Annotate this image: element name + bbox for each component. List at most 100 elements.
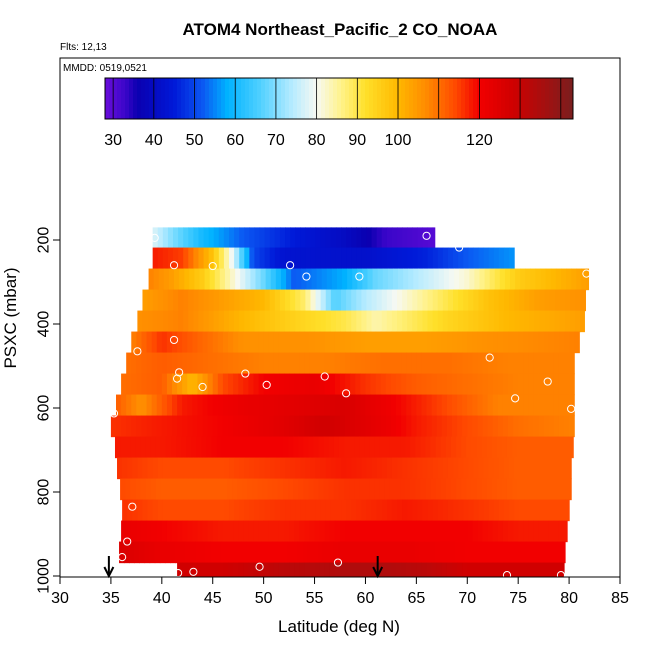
heat-cell [406,394,412,417]
heat-cell [381,247,388,270]
heat-cell [223,227,230,249]
heat-cell [580,310,585,333]
heat-cell [404,541,410,564]
sample-point [189,567,198,576]
heat-cell [467,352,473,375]
heat-cell [294,415,300,438]
heat-cell [421,352,428,375]
heat-cell [441,562,448,577]
heat-cell [381,289,388,312]
heat-cell [548,415,555,438]
heat-cell [205,541,212,564]
colorbar-segment [225,78,230,119]
heat-cell [440,478,447,501]
heat-cell [390,352,397,375]
heat-cell [167,227,174,249]
heat-cell [457,394,463,417]
heat-cell [213,289,220,312]
colorbar-tick-label: 60 [226,132,244,149]
heat-cell [486,436,493,459]
heat-cell [467,394,473,417]
heat-cell [316,268,323,291]
sample-point [502,571,512,580]
colorbar-segment [253,78,258,119]
x-tick-label: 65 [407,590,425,607]
colorbar-segment [193,78,198,119]
heat-cell [473,247,480,270]
heat-cell [549,499,556,522]
heat-cell [329,562,336,577]
heat-cell [467,373,473,396]
heat-cell [160,436,167,459]
heat-cell [442,247,449,270]
colorbar-segment [185,78,190,119]
heat-cell [486,478,493,501]
heat-cell [136,373,143,396]
heat-cell [355,520,361,543]
colorbar-segment [361,78,366,119]
heat-cell [361,457,368,480]
heat-cell [160,478,167,501]
colorbar-segment [365,78,370,119]
heat-cell [476,436,483,459]
heat-cell [184,268,190,291]
heat-cell [576,268,582,291]
heat-cell [155,436,162,459]
heat-cell [276,541,283,564]
heat-cell [543,373,550,396]
sample-point [511,394,520,403]
heat-cell [319,394,326,417]
heat-cell [345,562,351,577]
heat-cell [366,457,373,480]
heat-cell [121,373,127,396]
heat-cell [295,247,301,270]
heat-cell [341,247,347,270]
heat-cell [458,457,464,480]
heat-cell [193,227,200,249]
heat-cell [413,268,419,291]
heat-cell [375,394,382,417]
heat-cell [140,436,147,459]
heat-cell [228,373,234,396]
heat-cell [513,331,519,354]
heat-cell [310,499,317,522]
heat-cell [207,394,214,417]
heat-cell [396,520,402,543]
heat-cell [165,478,172,501]
y-tick-label: 400 [36,311,53,338]
heat-cell [258,373,265,396]
heat-cell [299,562,305,577]
colorbar-segment [153,78,158,119]
heat-cell [545,268,552,291]
heat-cell [407,289,413,312]
heat-cell [532,478,539,501]
colorbar-segment [269,78,274,119]
heat-cell [254,227,261,249]
heat-cell [364,436,371,459]
heat-cell [379,478,386,501]
heat-cell [534,289,541,312]
heat-cell [270,268,277,291]
heat-cell [252,436,259,459]
heat-cell [150,478,157,501]
heat-cell [167,499,174,522]
heat-cell [263,331,270,354]
heat-cell [299,331,305,354]
heat-cell [553,394,560,417]
heat-cell [477,415,484,438]
heat-cell [427,457,434,480]
heat-cell [230,268,236,291]
heat-cell [462,394,468,417]
heat-cell [425,478,432,501]
sample-point [169,261,179,270]
sample-point [123,537,132,546]
heat-cell [570,310,576,333]
heat-cell [513,562,519,577]
heat-cell [544,457,551,480]
heat-cell [277,478,284,501]
heat-cell [554,499,561,522]
heat-cell [223,457,230,480]
heat-cell [435,478,442,501]
heat-cell [324,352,331,375]
heat-cell [421,562,428,577]
